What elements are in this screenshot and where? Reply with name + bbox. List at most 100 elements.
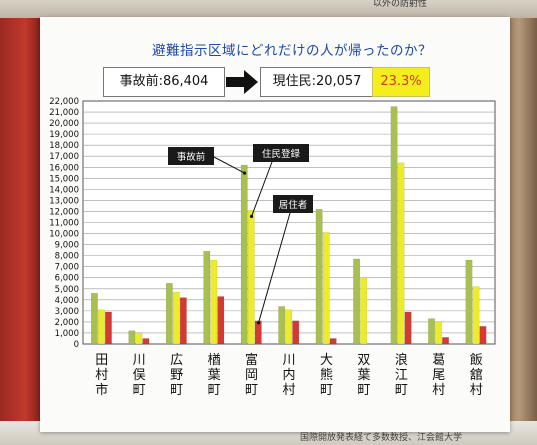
y-tick-label: 18,000 [49, 141, 79, 151]
category-label: 浪 [395, 353, 408, 368]
category-label: 葛 [432, 353, 445, 368]
category-label: 町 [320, 383, 333, 398]
category-label: 村 [95, 368, 108, 383]
bar-before [465, 259, 473, 345]
y-tick-label: 8,000 [55, 252, 79, 262]
annotation-leader-line [251, 161, 273, 217]
annotation-leader-line [258, 212, 291, 323]
category-label: 町 [208, 383, 221, 398]
bar-registered [172, 291, 180, 345]
bar-registered [397, 162, 405, 345]
annotation-arrowhead [256, 321, 261, 325]
category-label: 富 [245, 352, 258, 368]
bar-registered [360, 277, 368, 345]
background-top-text: 以外の防射性 [372, 0, 427, 9]
background-bottom-text: 国際開放発表経て多数数授、江会館大学 [300, 433, 463, 443]
y-tick-label: 9,000 [55, 241, 79, 251]
bar-resident [217, 296, 225, 345]
chart-poster: 避難指示区域にどれだけの人が帰ったのか？ 事故前:86,404 現住民:20,0… [40, 17, 510, 432]
bar-before [353, 258, 361, 345]
bar-before [390, 106, 398, 345]
bar-registered [435, 321, 442, 345]
bar-resident [329, 338, 337, 345]
category-label: 尾 [432, 368, 445, 383]
bar-registered [285, 309, 293, 345]
bar-before [203, 251, 211, 345]
category-label: 葉 [357, 368, 370, 383]
category-label: 村 [470, 383, 483, 398]
y-tick-label: 22,000 [49, 97, 79, 107]
category-label: 舘 [470, 367, 483, 383]
y-tick-label: 2,000 [55, 318, 79, 328]
y-tick-label: 10,000 [49, 230, 79, 240]
category-label: 内 [282, 367, 295, 383]
bar-before [91, 292, 98, 345]
annotation-leader-line [213, 156, 245, 174]
category-label: 川 [282, 353, 295, 368]
bar-resident [105, 311, 112, 345]
bar-before [240, 164, 248, 345]
bar-registered [322, 232, 330, 345]
bar-registered [210, 259, 218, 345]
summary-return-ratio: 23.3% [372, 67, 430, 97]
category-label: 飯 [470, 353, 483, 368]
y-tick-label: 1,000 [55, 329, 79, 339]
bar-registered [98, 309, 105, 345]
category-label: 双 [357, 353, 370, 368]
summary-before-count: 事故前:86,404 [103, 67, 225, 97]
y-tick-label: 21,000 [49, 108, 79, 118]
category-label: 市 [95, 382, 108, 398]
annotation-label: 事故前 [177, 151, 206, 163]
y-tick-label: 20,000 [49, 119, 79, 129]
bar-registered [135, 332, 143, 345]
annotation-arrowhead [249, 214, 254, 218]
chart-title: 避難指示区域にどれだけの人が帰ったのか？ [152, 43, 432, 59]
bar-resident [404, 311, 412, 345]
category-label: 町 [133, 383, 146, 398]
category-label: 村 [282, 383, 295, 398]
bar-before [165, 283, 173, 345]
y-tick-label: 14,000 [49, 185, 79, 195]
category-label: 町 [245, 383, 258, 398]
y-tick-label: 3,000 [55, 307, 79, 317]
annotation-label-box [253, 144, 309, 162]
annotation-label: 住民登録 [262, 148, 301, 160]
bar-resident [292, 320, 300, 345]
category-label: 川 [133, 353, 146, 368]
bar-before [278, 306, 286, 345]
y-tick-label: 13,000 [49, 196, 79, 206]
annotation-label: 居住者 [279, 199, 308, 211]
y-tick-label: 5,000 [55, 285, 79, 295]
annotation-label-box [273, 195, 313, 213]
y-tick-label: 19,000 [49, 130, 79, 140]
category-label: 野 [170, 368, 183, 383]
bar-resident [479, 326, 487, 345]
category-label: 村 [432, 383, 445, 398]
category-label: 田 [95, 353, 108, 368]
category-label: 楢 [208, 353, 221, 368]
bar-before [428, 318, 435, 345]
y-tick-label: 4,000 [55, 296, 79, 306]
category-label: 俣 [133, 368, 146, 383]
category-label: 町 [170, 383, 183, 398]
bar-resident [179, 297, 187, 345]
bar-registered [247, 210, 255, 345]
y-tick-label: 12,000 [49, 207, 79, 217]
y-tick-label: 7,000 [55, 263, 79, 273]
bar-resident [442, 337, 449, 345]
bar-resident [142, 338, 150, 345]
y-tick-label: 0 [74, 340, 79, 350]
category-label: 岡 [245, 368, 258, 383]
category-label: 江 [395, 368, 408, 383]
bar-registered [472, 286, 480, 345]
category-label: 町 [357, 383, 370, 398]
summary-current-residents: 現住民:20,057 [260, 67, 374, 97]
right-arrow-icon [226, 70, 258, 94]
category-label: 熊 [320, 367, 333, 383]
y-tick-label: 6,000 [55, 274, 79, 284]
bar-before [315, 209, 323, 345]
category-label: 葉 [208, 368, 221, 383]
y-tick-label: 11,000 [49, 219, 79, 229]
annotation-arrowhead [242, 171, 247, 175]
background-red-shelf [0, 0, 42, 445]
